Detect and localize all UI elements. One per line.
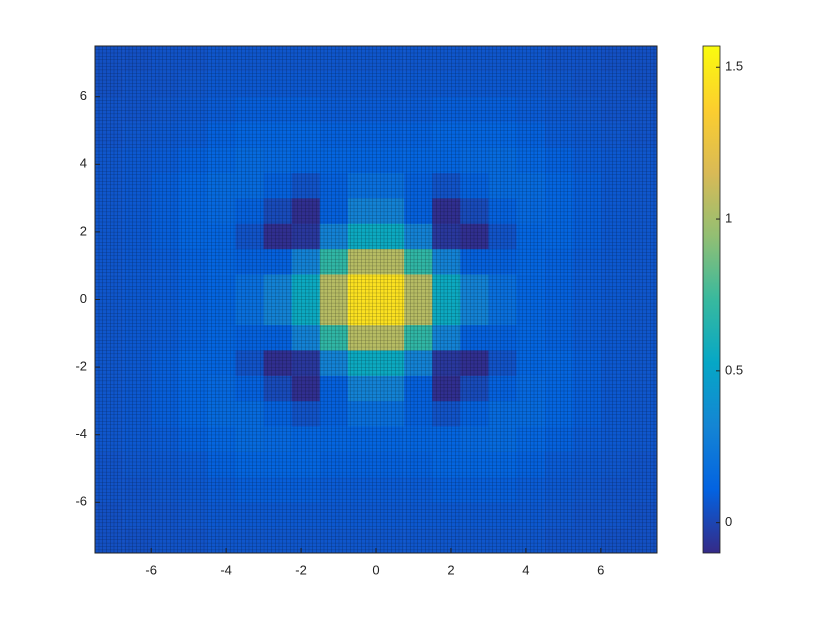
x-tick-label: -4 (220, 562, 232, 577)
colorbar-tick-label: 1 (725, 210, 732, 225)
colorbar-tick-label: 0.5 (725, 362, 743, 377)
mesh-overlay (95, 46, 657, 553)
x-tick-label: 6 (597, 562, 604, 577)
colorbar (702, 45, 721, 554)
y-tick-label: 6 (80, 88, 87, 103)
y-tick-label: -6 (75, 494, 87, 509)
y-tick-label: -4 (75, 426, 87, 441)
x-tick-label: -6 (145, 562, 157, 577)
y-tick-label: 2 (80, 223, 87, 238)
x-tick-label: 0 (372, 562, 379, 577)
x-tick-label: -2 (295, 562, 307, 577)
colorbar-tick-label: 0 (725, 514, 732, 529)
y-tick-label: 0 (80, 291, 87, 306)
x-tick-label: 4 (522, 562, 529, 577)
colorbar-tick-label: 1.5 (725, 59, 743, 74)
x-tick-label: 2 (447, 562, 454, 577)
y-tick-label: 4 (80, 156, 87, 171)
y-tick-label: -2 (75, 359, 87, 374)
